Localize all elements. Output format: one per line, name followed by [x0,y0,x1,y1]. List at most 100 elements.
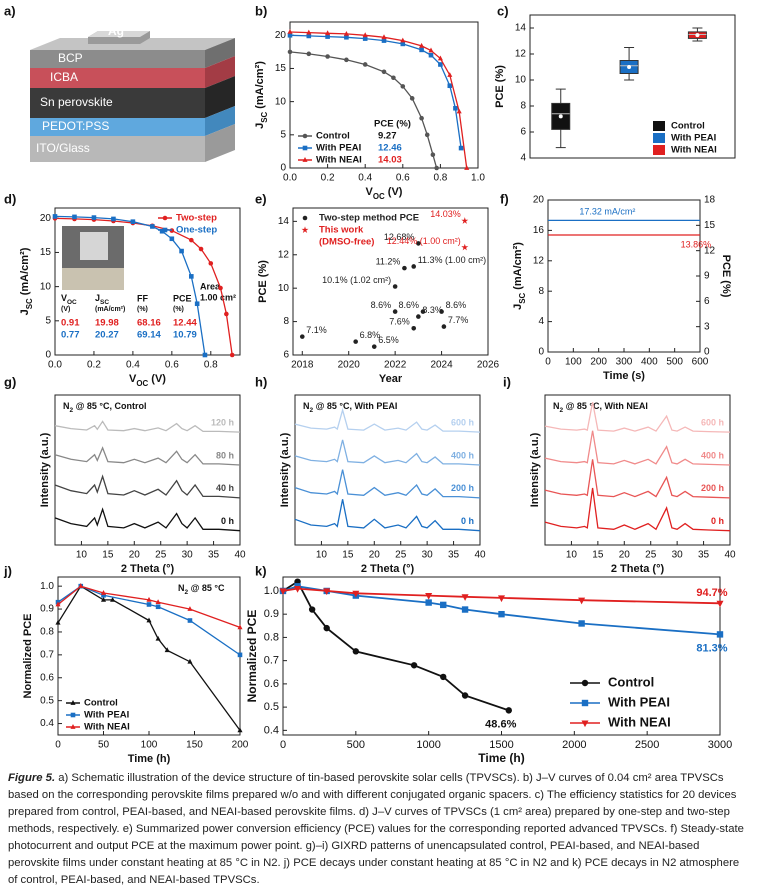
table-unit: (V) [61,306,70,313]
y-tick-label: 0.4 [40,718,54,729]
marker [306,33,312,39]
data-label: 7.7% [448,315,469,325]
y-tick-label: 14 [515,23,527,34]
series-line [294,499,481,532]
y-tick-label: 10 [278,283,290,294]
table-cell: 12.44 [173,318,197,329]
marker [299,334,305,339]
y-tick-label: 1.0 [264,585,279,597]
legend-label: Control [84,698,118,709]
layer-label: PEDOT:PSS [42,119,109,133]
data-label: 11.3% (1.00 cm²) [418,255,486,265]
marker [409,96,415,101]
marker [130,219,136,224]
y-tick-label: 0.8 [264,631,279,643]
marker [430,152,436,158]
legend-label: Control [608,674,654,689]
y-tick-label: 5 [45,315,51,326]
x-tick-label: 30 [672,550,684,561]
x-axis-label-part: OC [373,192,385,201]
y-axis-label: Intensity (a.u.) [279,432,291,507]
series-label: 0 h [221,516,234,526]
marker [208,261,214,266]
annotation-part: @ 85 °C [188,583,225,593]
legend-label: With PEAI [608,694,670,709]
x-tick-label: 40 [234,550,246,561]
marker [416,314,421,319]
marker [716,631,724,638]
legend-label: With NEAI [671,145,717,156]
marker [434,165,439,171]
layer [30,136,205,162]
x-tick-label: 1.0 [471,173,485,184]
y-tick-label: 15 [40,247,52,258]
marker [146,596,152,602]
annotation: N2 @ 85 °C, Control [63,401,147,414]
annotation-part: N [178,583,185,593]
table-cell: 69.14 [137,330,161,341]
x-tick-label: 10 [566,550,578,561]
legend-marker [162,227,168,233]
x-tick-label: 0 [545,357,551,368]
marker [198,246,204,252]
legend-marker [162,215,168,221]
x-tick-label: 200 [232,740,249,751]
y-tick-label: 6 [520,127,526,138]
marker [461,243,469,251]
x-tick-label: 25 [645,550,657,561]
x-tick-label: 150 [186,740,203,751]
marker [505,707,512,714]
x-tick-label: 2018 [291,360,314,371]
x-tick-label: 30 [182,550,194,561]
legend-label: Two-step method PCE [319,213,419,224]
y-tick-label: 0.9 [40,604,54,615]
panel-label: i) [503,374,511,389]
marker [716,600,724,608]
table-cell: 0.91 [61,318,80,329]
table-value: 12.46 [378,143,402,154]
series-line [544,401,731,433]
data-label: 10.1% (1.02 cm²) [322,275,391,285]
y-tick-label: 0 [45,350,51,361]
marker [437,55,443,61]
panel-label: d) [4,191,16,206]
data-label: 11.2% [376,257,401,267]
x-tick-label: 2500 [635,739,659,751]
marker [111,216,116,222]
plot-frame [292,207,489,356]
marker [218,285,223,291]
legend-label: With PEAI [671,133,716,144]
legend-marker [581,720,589,728]
x-axis-label: VOC (V) [366,186,403,201]
x-tick-label: 600 [692,357,709,368]
layer-side [205,76,235,118]
annotation: Area [200,281,221,291]
y2-tick-label: 18 [704,195,716,206]
x-axis-label: VOC (V) [129,373,166,388]
x-tick-label: 35 [208,550,220,561]
figure: a) Ag BCP ICBA Sn perovskite PEDOT:PSS I… [3,3,736,765]
y-tick-label: 0.8 [40,627,54,638]
marker [578,620,585,627]
series-line [294,439,481,466]
marker [237,624,243,630]
series-label: 600 h [701,418,724,428]
marker [440,601,447,609]
marker [146,617,152,623]
data-label: 8.3% [422,305,443,315]
y-tick-label: 4 [538,316,544,327]
end-label: 48.6% [485,718,516,730]
legend-marker [581,679,589,687]
marker [155,599,161,605]
data-label: 6.8% [360,330,381,340]
layer-label: ITO/Glass [36,141,90,155]
data-label: 7.1% [306,325,327,335]
y-tick-label: 0.7 [40,649,54,660]
annotation-part: 2 [185,589,189,596]
y-tick-label: 0.4 [264,724,279,736]
marker [306,29,312,35]
x-tick-label: 15 [592,550,604,561]
value-label: 13.86% [681,239,712,249]
legend-label: With NEAI [84,722,130,733]
y-tick-label: 0.7 [264,655,279,667]
